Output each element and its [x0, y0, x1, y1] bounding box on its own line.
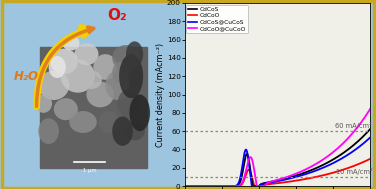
Ellipse shape: [112, 116, 133, 146]
Line: CdCoS: CdCoS: [185, 125, 374, 186]
Line: CdCoO@CuCoO: CdCoO@CuCoO: [185, 102, 374, 186]
Ellipse shape: [93, 54, 117, 80]
Y-axis label: Current density (mAcm⁻²): Current density (mAcm⁻²): [156, 43, 165, 146]
CdCoS@CuCoS: [182, 185, 187, 187]
Ellipse shape: [99, 111, 119, 133]
CdCoS@CuCoS: [259, 183, 264, 185]
Ellipse shape: [117, 89, 141, 118]
CdCoS@CuCoS: [334, 160, 338, 163]
CdCoO@CuCoO: [330, 151, 335, 154]
CdCoO@CuCoO: [202, 185, 206, 187]
Text: 60 mA/cm²: 60 mA/cm²: [335, 122, 372, 129]
CdCoO: [252, 185, 257, 187]
Ellipse shape: [50, 49, 78, 74]
Ellipse shape: [86, 82, 114, 107]
CdCoS: [202, 185, 206, 187]
CdCoS@CuCoS: [266, 182, 271, 184]
Ellipse shape: [112, 61, 129, 84]
Ellipse shape: [74, 43, 99, 65]
CdCoS: [266, 181, 271, 184]
Ellipse shape: [69, 111, 97, 133]
CdCoS@CuCoS: [250, 185, 254, 187]
CdCoS@CuCoS: [202, 185, 206, 187]
CdCoS: [334, 157, 338, 159]
Ellipse shape: [129, 94, 150, 131]
CdCoS@CuCoS: [372, 133, 376, 135]
CdCoO@CuCoO: [266, 181, 271, 184]
CdCoO: [202, 185, 206, 187]
Bar: [40, 47, 147, 168]
Text: 10 mA/cm²: 10 mA/cm²: [336, 168, 372, 175]
Line: CdCoO: CdCoO: [185, 157, 374, 186]
Text: 1 μm: 1 μm: [83, 168, 97, 173]
CdCoS: [313, 167, 317, 170]
Ellipse shape: [126, 41, 143, 67]
Ellipse shape: [112, 45, 140, 71]
Ellipse shape: [62, 36, 80, 50]
CdCoO@CuCoO: [182, 185, 187, 187]
CdCoO@CuCoO: [313, 163, 317, 166]
CdCoO@CuCoO: [259, 185, 264, 187]
Ellipse shape: [119, 54, 143, 98]
CdCoO: [259, 185, 264, 187]
Ellipse shape: [49, 56, 66, 78]
CdCoS: [251, 185, 255, 187]
CdCoO: [266, 183, 271, 185]
Text: H₂O: H₂O: [14, 70, 39, 83]
CdCoO@CuCoO: [334, 149, 338, 151]
Ellipse shape: [38, 71, 69, 100]
CdCoS: [182, 185, 187, 187]
Ellipse shape: [54, 98, 78, 120]
CdCoS: [259, 183, 264, 185]
CdCoO@CuCoO: [255, 185, 259, 187]
CdCoS: [372, 123, 376, 126]
CdCoO: [182, 185, 187, 187]
Ellipse shape: [35, 94, 52, 113]
CdCoS@CuCoS: [313, 170, 317, 172]
Legend: CdCoS, CdCoO, CdCoS@CuCoS, CdCoO@CuCoO: CdCoS, CdCoO, CdCoS@CuCoS, CdCoO@CuCoO: [186, 5, 248, 33]
CdCoO: [334, 171, 338, 173]
CdCoO@CuCoO: [372, 101, 376, 104]
CdCoS@CuCoS: [330, 162, 335, 165]
Ellipse shape: [81, 71, 102, 89]
Ellipse shape: [61, 60, 95, 93]
Text: O₂: O₂: [108, 8, 127, 23]
Ellipse shape: [124, 122, 145, 140]
CdCoS: [330, 159, 335, 161]
Ellipse shape: [38, 118, 59, 144]
Ellipse shape: [105, 71, 129, 100]
Line: CdCoS@CuCoS: CdCoS@CuCoS: [185, 134, 374, 186]
CdCoO: [313, 176, 317, 178]
CdCoO: [330, 172, 335, 174]
CdCoO: [372, 156, 376, 158]
